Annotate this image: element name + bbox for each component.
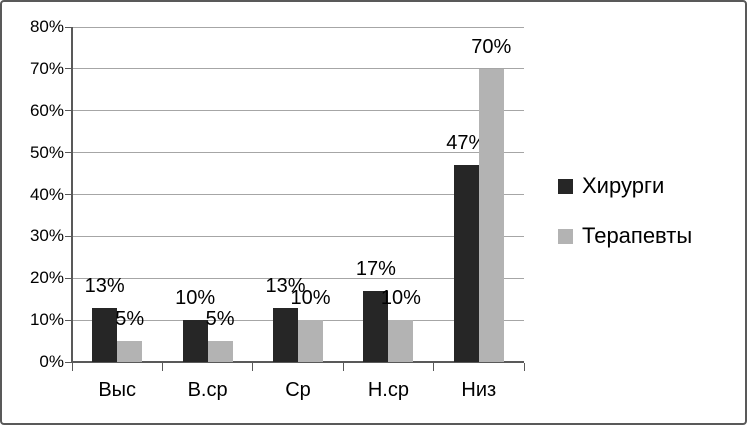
gridline — [72, 110, 524, 112]
bar-series1 — [182, 320, 208, 362]
x-tick-label: Ср — [285, 379, 311, 401]
x-tick-label: Выс — [98, 379, 137, 401]
legend-item: Терапевты — [558, 224, 692, 248]
x-axis-tick — [342, 363, 344, 371]
bar-series1 — [453, 165, 479, 362]
y-axis-tick — [65, 68, 72, 70]
bar-value-label: 5% — [205, 308, 235, 331]
y-axis-line — [71, 27, 73, 363]
bar-value-label: 10% — [380, 287, 421, 310]
x-axis-tick — [523, 363, 525, 371]
gridline — [72, 152, 524, 154]
bar-value-label: 10% — [175, 287, 216, 310]
bar-value-label: 5% — [115, 308, 145, 331]
x-axis-tick — [433, 363, 435, 371]
legend-swatch-icon — [558, 178, 573, 194]
y-tick-label: 20% — [29, 268, 64, 288]
bar-series2 — [298, 320, 323, 362]
bar-value-label: 17% — [355, 257, 396, 280]
bar-value-label: 70% — [471, 35, 512, 58]
bar-series1 — [363, 290, 389, 362]
y-axis-tick — [65, 235, 72, 237]
bar-series2 — [117, 341, 143, 362]
y-tick-label: 40% — [29, 184, 64, 204]
x-axis-tick — [252, 363, 254, 371]
gridline — [72, 26, 524, 28]
y-tick-label: 0% — [39, 352, 64, 371]
y-axis-tick — [65, 277, 72, 279]
gridline — [72, 277, 524, 279]
y-tick-label: 30% — [29, 226, 64, 246]
y-axis-tick — [65, 319, 72, 321]
y-tick-label: 80% — [29, 17, 64, 36]
gridline — [72, 235, 524, 237]
x-axis-tick — [71, 363, 73, 371]
legend-swatch-icon — [558, 228, 573, 244]
y-axis-tick — [65, 110, 72, 112]
x-tick-label: Н.ср — [367, 379, 409, 401]
y-axis-tick — [65, 361, 72, 363]
bar-value-label: 13% — [84, 274, 125, 297]
x-axis-tick — [161, 363, 163, 371]
gridline — [72, 194, 524, 195]
bar-value-label: 13% — [265, 274, 306, 297]
x-tick-label: Низ — [461, 379, 497, 401]
bar-series1 — [92, 307, 118, 362]
x-tick-label: В.ср — [187, 379, 228, 401]
bar-series2 — [388, 320, 414, 362]
y-axis-tick — [65, 26, 72, 28]
bar-series2 — [478, 68, 504, 362]
legend-label: Хирурги — [582, 173, 665, 198]
y-axis-tick — [65, 152, 72, 154]
x-axis-line — [72, 361, 524, 363]
bar-value-label: 10% — [290, 287, 331, 310]
y-tick-label: 60% — [29, 100, 64, 120]
bar-value-label: 47% — [446, 132, 487, 155]
bar-series1 — [273, 307, 298, 362]
legend: Хирурги Терапевты — [558, 174, 692, 248]
y-tick-label: 70% — [29, 58, 64, 78]
y-axis-tick — [65, 194, 72, 195]
bar-series2 — [207, 341, 233, 362]
legend-item: Хирурги — [558, 174, 692, 198]
y-tick-label: 10% — [29, 310, 64, 330]
y-tick-label: 50% — [29, 142, 64, 162]
gridline — [72, 68, 524, 70]
legend-label: Терапевты — [582, 223, 693, 248]
